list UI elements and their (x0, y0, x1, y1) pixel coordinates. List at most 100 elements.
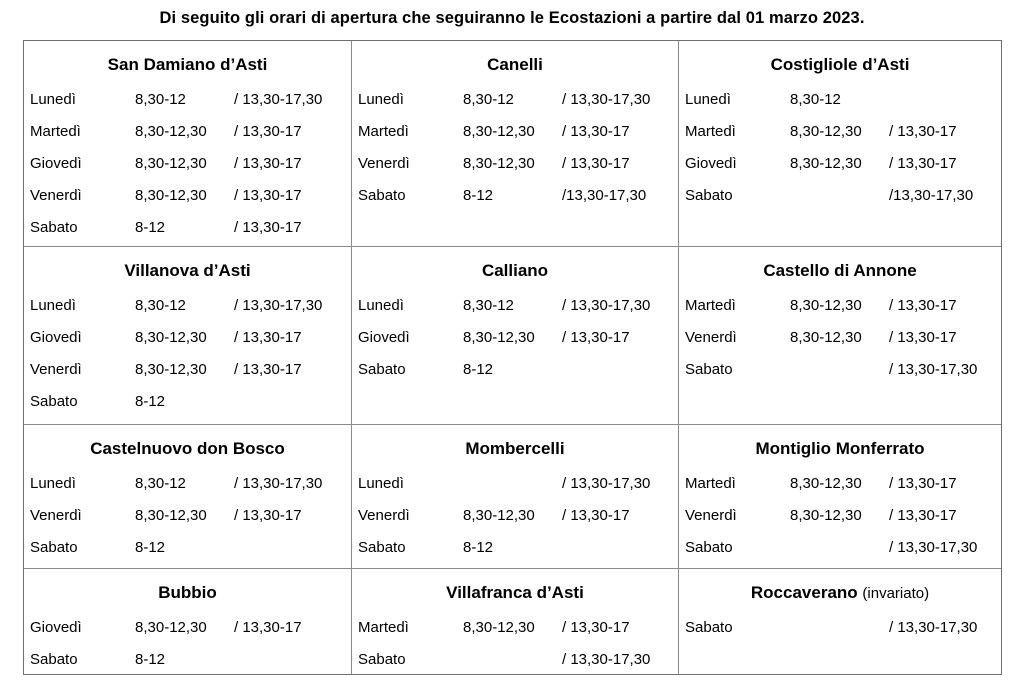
hours-row: Martedì 8,30-12,30 / 13,30-17 (358, 612, 672, 644)
afternoon-hours: / 13,30-17 (889, 329, 957, 346)
morning-hours (790, 612, 889, 644)
day-label: Venerdì (30, 187, 82, 204)
morning-hours (463, 644, 562, 674)
afternoon-hours (562, 532, 672, 564)
hours-row: Sabato 8-12 (358, 354, 672, 386)
day-label: Sabato (30, 219, 78, 236)
morning-hours: 8,30-12 (135, 475, 186, 492)
hours-row: Lunedì / 13,30-17,30 (358, 468, 672, 500)
hours-row: Sabato 8-12 (358, 532, 672, 564)
hours-row: Sabato 8-12 (30, 644, 345, 674)
day-label: Martedì (358, 619, 409, 636)
morning-hours: 8,30-12 (790, 91, 841, 108)
afternoon-hours: / 13,30-17 (234, 619, 302, 636)
hours-row: Giovedì 8,30-12,30 / 13,30-17 (358, 322, 672, 354)
day-label: Venerdì (358, 507, 410, 524)
station-cell: San Damiano d’Asti Lunedì 8,30-12 / 13,30-1… (24, 41, 352, 247)
afternoon-hours: / 13,30-17,30 (234, 91, 323, 108)
afternoon-hours: / 13,30-17 (234, 219, 302, 236)
station-name-text: Costigliole d’Asti (770, 55, 910, 74)
station-cell: Montiglio Monferrato Martedì 8,30-12,30 / 1… (679, 425, 1001, 569)
morning-hours: 8,30-12,30 (790, 155, 862, 172)
station-name-text: Canelli (487, 55, 543, 74)
morning-hours: 8,30-12,30 (790, 507, 862, 524)
morning-hours: 8,30-12,30 (135, 507, 207, 524)
station-name-text: Calliano (481, 261, 549, 280)
afternoon-hours: / 13,30-17 (234, 187, 302, 204)
morning-hours: 8,30-12 (463, 91, 514, 108)
afternoon-hours: / 13,30-17 (889, 475, 957, 492)
day-label: Sabato (358, 361, 406, 378)
hours-row: Sabato 8-12/13,30-17,30 (358, 180, 672, 212)
station-name: Villanova d’Asti (30, 252, 345, 290)
day-label: Sabato (358, 651, 406, 668)
morning-hours: 8,30-12 (135, 297, 186, 314)
afternoon-hours: / 13,30-17 (562, 123, 630, 140)
station-name: Mombercelli (358, 430, 672, 468)
morning-hours: 8,30-12,30 (135, 619, 207, 636)
afternoon-hours: /13,30-17,30 (889, 187, 974, 204)
hours-row: Sabato 8-12 (30, 386, 345, 418)
afternoon-hours: / 13,30-17,30 (562, 475, 651, 492)
day-label: Martedì (358, 123, 409, 140)
day-label: Sabato (358, 187, 406, 204)
hours-row: Venerdì 8,30-12,30 / 13,30-17 (685, 322, 995, 354)
station-name: Roccaverano (invariato) (685, 574, 995, 612)
morning-hours: 8-12 (463, 539, 494, 556)
hours-row: Lunedì 8,30-12 / 13,30-17,30 (30, 290, 345, 322)
morning-hours: 8,30-12,30 (135, 155, 207, 172)
day-label: Venerdì (685, 329, 737, 346)
morning-hours: 8-12 (463, 361, 494, 378)
afternoon-hours: / 13,30-17,30 (889, 361, 978, 378)
day-label: Venerdì (358, 155, 410, 172)
day-label: Sabato (685, 539, 733, 556)
station-name: San Damiano d’Asti (30, 46, 345, 84)
day-label: Giovedì (30, 155, 82, 172)
afternoon-hours: / 13,30-17 (234, 507, 302, 524)
afternoon-hours: / 13,30-17,30 (234, 475, 323, 492)
hours-row: Giovedì 8,30-12,30 / 13,30-17 (30, 148, 345, 180)
station-name-text: Villafranca d’Asti (446, 583, 584, 602)
morning-hours: 8,30-12 (135, 91, 186, 108)
station-name: Villafranca d’Asti (358, 574, 672, 612)
afternoon-hours: / 13,30-17,30 (562, 91, 651, 108)
day-label: Martedì (30, 123, 81, 140)
hours-row: Sabato / 13,30-17,30 (685, 354, 995, 386)
station-cell: Roccaverano (invariato) Sabato / 13,30-17,… (679, 569, 1001, 674)
morning-hours: 8,30-12,30 (463, 155, 535, 172)
day-label: Lunedì (358, 475, 404, 492)
hours-row: Martedì 8,30-12,30 / 13,30-17 (358, 116, 672, 148)
station-cell: Castello di Annone Martedì 8,30-12,30 / 13,… (679, 247, 1001, 425)
station-cell: Canelli Lunedì 8,30-12 / 13,30-17,30 Martedì… (352, 41, 679, 247)
afternoon-hours: / 13,30-17 (234, 155, 302, 172)
hours-row: Sabato / 13,30-17,30 (685, 612, 995, 644)
station-name-text: Bubbio (158, 583, 217, 602)
day-label: Sabato (685, 361, 733, 378)
afternoon-hours: / 13,30-17 (889, 123, 957, 140)
station-name: Calliano (358, 252, 672, 290)
day-label: Sabato (358, 539, 406, 556)
hours-row: Martedì 8,30-12,30 / 13,30-17 (685, 290, 995, 322)
day-label: Lunedì (358, 91, 404, 108)
afternoon-hours: / 13,30-17 (234, 329, 302, 346)
day-label: Sabato (30, 539, 78, 556)
afternoon-hours: / 13,30-17,30 (234, 297, 323, 314)
station-name-text: Villanova d’Asti (124, 261, 251, 280)
hours-row: Martedì 8,30-12,30 / 13,30-17 (685, 116, 995, 148)
document-page: Di seguito gli orari di apertura che seg… (0, 7, 1024, 688)
afternoon-hours: / 13,30-17,30 (562, 297, 651, 314)
station-name: Montiglio Monferrato (685, 430, 995, 468)
morning-hours: 8,30-12,30 (463, 329, 535, 346)
hours-row: Venerdì 8,30-12,30 / 13,30-17 (30, 500, 345, 532)
afternoon-hours: / 13,30-17 (889, 297, 957, 314)
day-label: Venerdì (30, 361, 82, 378)
day-label: Lunedì (358, 297, 404, 314)
afternoon-hours (562, 354, 672, 386)
afternoon-hours: /13,30-17,30 (562, 187, 647, 204)
afternoon-hours: / 13,30-17 (234, 123, 302, 140)
day-label: Sabato (30, 393, 78, 410)
morning-hours (463, 468, 562, 500)
morning-hours: 8,30-12,30 (790, 475, 862, 492)
morning-hours (790, 354, 889, 386)
day-label: Martedì (685, 475, 736, 492)
